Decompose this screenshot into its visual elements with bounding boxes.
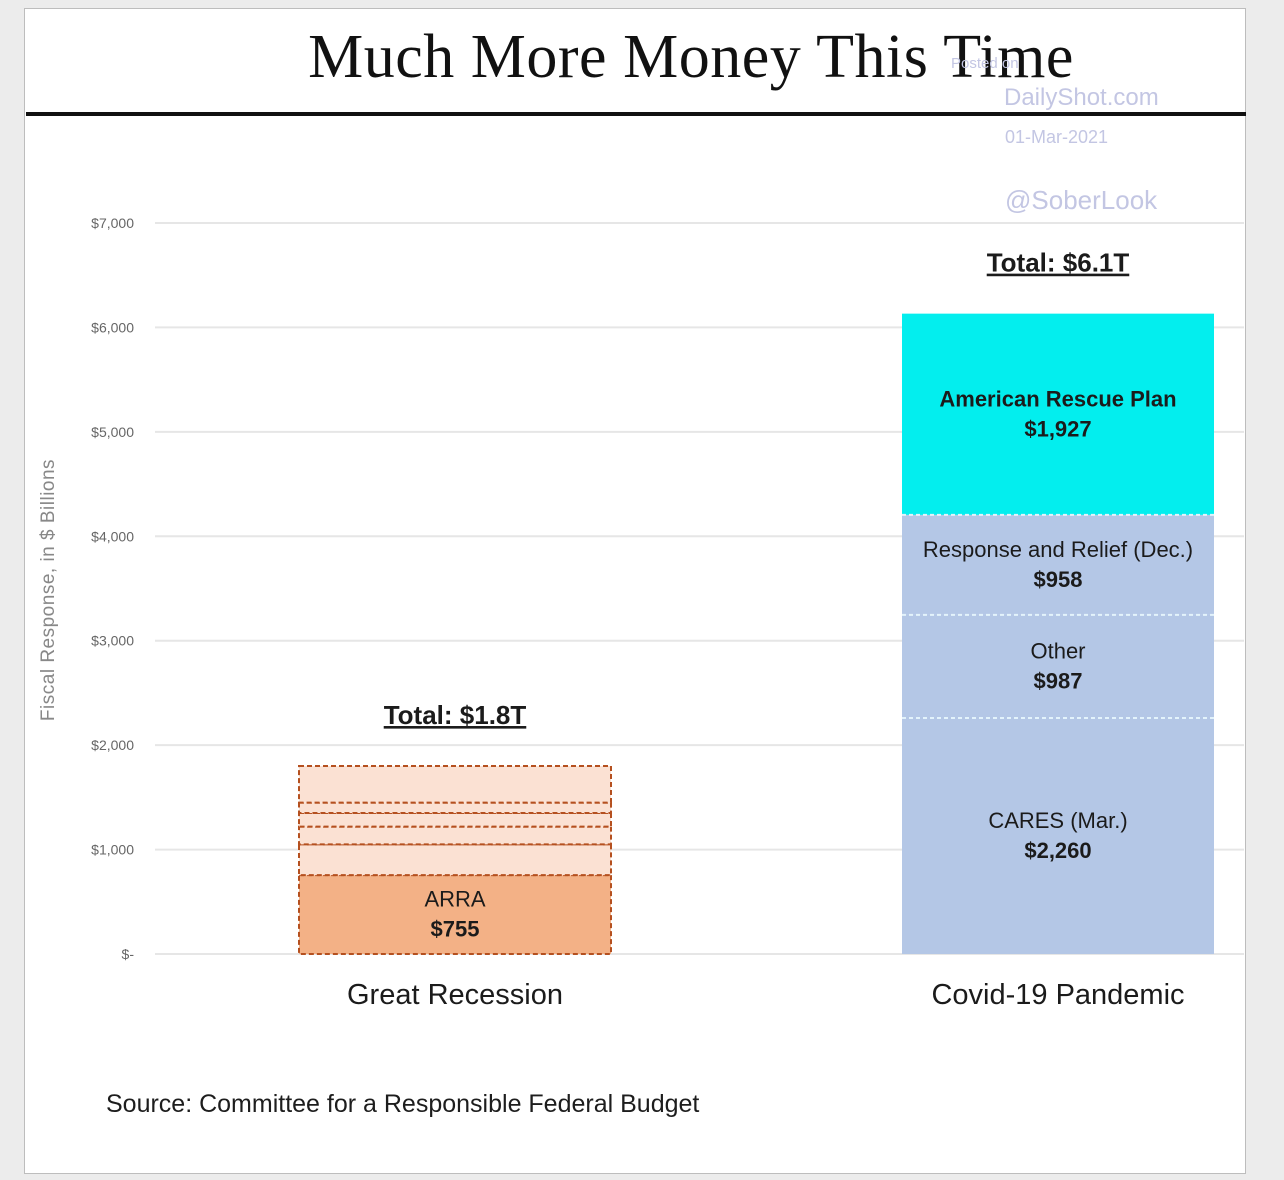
watermark-posted: Posted on (951, 55, 1019, 72)
bar-total-label: Total: $1.8T (384, 700, 527, 730)
segment-label: CARES (Mar.) (988, 808, 1127, 833)
y-tick-label: $7,000 (91, 215, 134, 231)
segment-value-label: $1,927 (1024, 416, 1091, 441)
bar-total-label: Total: $6.1T (987, 248, 1130, 278)
y-tick-label: $1,000 (91, 842, 134, 858)
bar-segment (298, 812, 612, 828)
y-tick-label: $2,000 (91, 737, 134, 753)
chart-title: Much More Money This Time (308, 23, 1074, 91)
y-tick-label: $3,000 (91, 633, 134, 649)
x-category-label: Covid-19 Pandemic (931, 979, 1184, 1011)
bar-segment (298, 765, 612, 804)
x-category-label: Great Recession (347, 979, 563, 1011)
bar-segment (902, 717, 1214, 954)
bar-segment (298, 843, 612, 877)
bar-segment (902, 313, 1214, 515)
segment-label: American Rescue Plan (939, 386, 1176, 411)
y-axis-label: Fiscal Response, in $ Billions (38, 459, 59, 721)
watermark-site: DailyShot.com (1004, 84, 1159, 111)
bar-segment (298, 874, 612, 956)
bar-segment (298, 801, 612, 815)
watermark-date: 01-Mar-2021 (1005, 127, 1109, 147)
source-note: Source: Committee for a Responsible Fede… (106, 1090, 700, 1118)
segment-value-label: $755 (431, 917, 480, 942)
watermark-handle: @SoberLook (1005, 185, 1158, 215)
segment-label: Response and Relief (Dec.) (923, 537, 1193, 562)
bar-segment (902, 614, 1214, 718)
segment-value-label: $958 (1034, 567, 1083, 592)
y-tick-label: $4,000 (91, 528, 134, 544)
y-tick-label: $- (122, 946, 135, 962)
bar-segment (298, 825, 612, 846)
segment-label: ARRA (424, 887, 485, 912)
y-tick-label: $6,000 (91, 319, 134, 335)
segment-value-label: $2,260 (1024, 838, 1091, 863)
segment-value-label: $987 (1034, 668, 1083, 693)
bar-segment (902, 514, 1214, 615)
segment-label: Other (1030, 638, 1085, 663)
y-tick-label: $5,000 (91, 424, 134, 440)
title-rule (26, 112, 1246, 116)
